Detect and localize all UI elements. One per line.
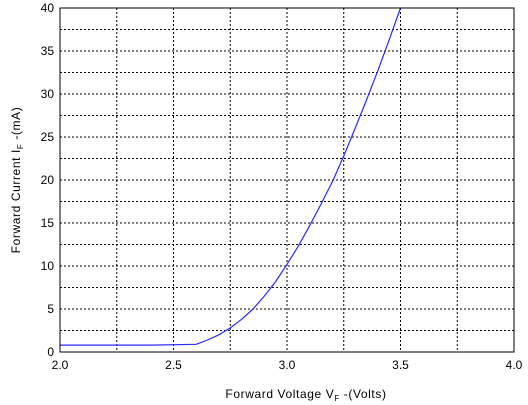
x-tick-label: 2.5: [165, 358, 182, 372]
y-axis-label: Forward Current IF -(mA): [9, 107, 25, 254]
x-tick-label: 3.5: [392, 358, 409, 372]
x-tick-labels: 2.0 2.5 3.0 3.5 4.0: [52, 358, 523, 372]
y-tick-label: 5: [47, 302, 54, 316]
y-tick-label: 10: [41, 259, 55, 273]
y-axis-label-subscript: F: [16, 144, 25, 150]
x-axis-label-subscript: F: [334, 394, 340, 403]
plot-frame: [59, 7, 515, 353]
y-tick-label: 20: [41, 173, 55, 187]
y-axis-label-suffix: -(mA): [9, 107, 23, 144]
x-tick-label: 2.0: [52, 358, 69, 372]
x-tick-label: 3.0: [279, 358, 296, 372]
x-axis-label-prefix: Forward Voltage V: [225, 387, 334, 401]
y-axis-label-prefix: Forward Current I: [9, 149, 23, 253]
y-tick-label: 35: [41, 44, 55, 58]
x-tick-label: 4.0: [506, 358, 523, 372]
y-tick-label: 0: [47, 345, 54, 359]
grid-lines: [60, 8, 514, 352]
y-tick-label: 30: [41, 87, 55, 101]
y-tick-label: 40: [41, 1, 55, 15]
y-tick-label: 15: [41, 216, 55, 230]
forward-current-curve: [60, 7, 402, 346]
x-axis-label-suffix: -(Volts): [340, 387, 387, 401]
x-axis-label: Forward Voltage VF -(Volts): [225, 387, 386, 403]
series-layer: [60, 7, 402, 346]
y-tick-label: 25: [41, 130, 55, 144]
y-tick-labels: 0 5 10 15 20 25 30 35 40: [41, 1, 55, 359]
